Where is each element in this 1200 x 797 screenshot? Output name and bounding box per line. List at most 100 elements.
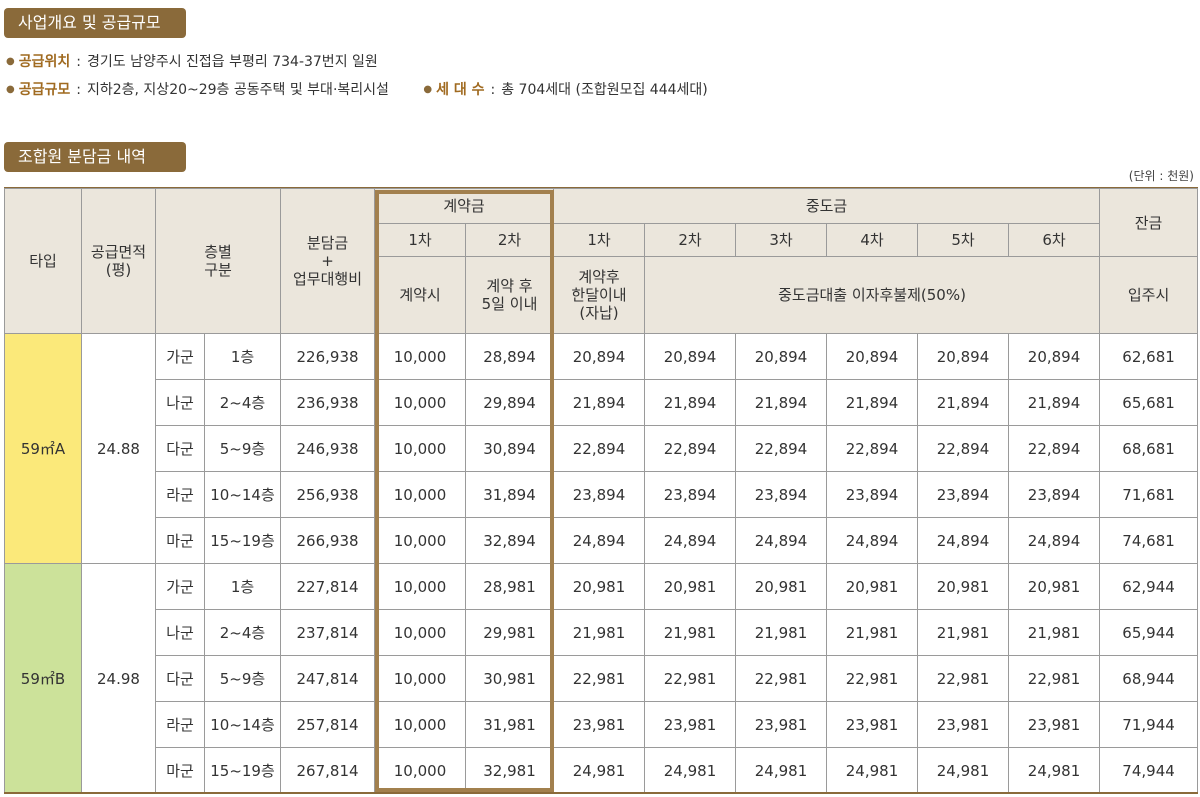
- middle-6-cell: 23,894: [1008, 471, 1101, 518]
- middle-3-cell: 22,981: [735, 655, 828, 702]
- scale-value: 지하2층, 지상20~29층 공동주택 및 부대·복리시설: [86, 82, 389, 98]
- middle-4-cell: 22,894: [826, 425, 919, 472]
- middle-4-cell: 23,981: [826, 701, 919, 748]
- middle-5-cell: 21,894: [917, 379, 1010, 426]
- middle-2-cell: 21,894: [644, 379, 737, 426]
- balance-cell: 65,944: [1099, 609, 1199, 656]
- floor-range-cell: 2~4층: [203, 609, 282, 656]
- cost-cell: 226,938: [280, 333, 376, 380]
- header-contract-2-timing-line1: 계약 후: [486, 277, 533, 295]
- middle-6-cell: 20,894: [1008, 333, 1101, 380]
- contract-2-cell: 31,894: [465, 471, 555, 518]
- header-middle-loan-note: 중도금대출 이자후불제(50%): [644, 256, 1101, 334]
- middle-1-cell: 24,894: [553, 517, 646, 564]
- households-label: 세 대 수: [436, 82, 485, 98]
- header-middle-5: 5차: [917, 223, 1010, 257]
- contract-1-cell: 10,000: [374, 379, 467, 426]
- contract-2-cell: 28,981: [465, 563, 555, 610]
- middle-6-cell: 23,981: [1008, 701, 1101, 748]
- floor-range-cell: 10~14층: [203, 471, 282, 518]
- contract-1-cell: 10,000: [374, 563, 467, 610]
- table-row: 나군 2~4층 237,814 10,000 29,981 21,981 21,981 21,…: [5, 609, 1199, 656]
- middle-4-cell: 20,894: [826, 333, 919, 380]
- floor-range-cell: 1층: [203, 563, 282, 610]
- balance-cell: 68,944: [1099, 655, 1199, 702]
- table-row: 다군 5~9층 247,814 10,000 30,981 22,981 22,981 22,…: [5, 655, 1199, 702]
- header-area-line2: (평): [105, 261, 132, 279]
- header-middle-1-timing: 계약후 한달이내 (자납): [553, 256, 646, 334]
- middle-3-cell: 23,981: [735, 701, 828, 748]
- middle-5-cell: 24,981: [917, 747, 1010, 794]
- header-middle-3: 3차: [735, 223, 828, 257]
- middle-1-cell: 22,894: [553, 425, 646, 472]
- cost-cell: 237,814: [280, 609, 376, 656]
- middle-3-cell: 20,894: [735, 333, 828, 380]
- floor-group-cell: 나군: [155, 609, 205, 656]
- header-middle-1-timing-line1: 계약후: [578, 268, 620, 286]
- middle-3-cell: 23,894: [735, 471, 828, 518]
- middle-3-cell: 21,981: [735, 609, 828, 656]
- contract-2-cell: 32,894: [465, 517, 555, 564]
- middle-2-cell: 24,894: [644, 517, 737, 564]
- floor-group-cell: 라군: [155, 471, 205, 518]
- cost-cell: 227,814: [280, 563, 376, 610]
- middle-6-cell: 22,981: [1008, 655, 1101, 702]
- header-cost-line1: 분담금: [306, 234, 349, 252]
- middle-5-cell: 23,981: [917, 701, 1010, 748]
- header-contract-1: 1차: [374, 223, 467, 257]
- header-area: 공급면적 (평): [81, 188, 156, 334]
- bullet-icon: ●: [6, 84, 15, 95]
- info-scale: ● 공급규모: 지하2층, 지상20~29층 공동주택 및 부대·복리시설 ● 세 대…: [6, 80, 708, 100]
- balance-cell: 62,944: [1099, 563, 1199, 610]
- middle-4-cell: 21,894: [826, 379, 919, 426]
- location-value: 경기도 남양주시 진접읍 부평리 734-37번지 일원: [86, 54, 378, 70]
- table-row: 59㎡A 24.88 가군 1층 226,938 10,000 28,894 20,894 20…: [4, 333, 1199, 564]
- cost-cell: 266,938: [280, 517, 376, 564]
- header-cost-line2: +: [321, 252, 334, 270]
- middle-6-cell: 22,894: [1008, 425, 1101, 472]
- middle-4-cell: 21,981: [826, 609, 919, 656]
- header-contract: 계약금: [374, 188, 555, 224]
- header-area-line1: 공급면적: [90, 243, 147, 261]
- middle-3-cell: 22,894: [735, 425, 828, 472]
- floor-group-cell: 라군: [155, 701, 205, 748]
- middle-2-cell: 23,981: [644, 701, 737, 748]
- colon-separator: :: [76, 54, 81, 70]
- middle-1-cell: 21,894: [553, 379, 646, 426]
- contract-1-cell: 10,000: [374, 655, 467, 702]
- contract-1-cell: 10,000: [374, 425, 467, 472]
- header-middle-1: 1차: [553, 223, 646, 257]
- floor-range-cell: 1층: [203, 333, 282, 380]
- floor-range-cell: 2~4층: [203, 379, 282, 426]
- floor-range-cell: 15~19층: [203, 747, 282, 794]
- middle-6-cell: 24,981: [1008, 747, 1101, 794]
- section-title-overview: 사업개요 및 공급규모: [4, 8, 186, 38]
- contribution-table: 타입 공급면적 (평) 층별 구분 분담금 + 업무대행비 계약금 중도금 잔금 1차 …: [4, 188, 1199, 794]
- header-middle-6: 6차: [1008, 223, 1101, 257]
- middle-3-cell: 20,981: [735, 563, 828, 610]
- header-contract-2-timing-line2: 5일 이내: [481, 295, 538, 313]
- middle-6-cell: 21,981: [1008, 609, 1101, 656]
- floor-range-cell: 15~19층: [203, 517, 282, 564]
- floor-group-cell: 마군: [155, 517, 205, 564]
- middle-2-cell: 22,981: [644, 655, 737, 702]
- floor-group-cell: 나군: [155, 379, 205, 426]
- middle-6-cell: 20,981: [1008, 563, 1101, 610]
- floor-range-cell: 5~9층: [203, 655, 282, 702]
- colon-separator: :: [76, 82, 81, 98]
- middle-4-cell: 23,894: [826, 471, 919, 518]
- middle-4-cell: 24,981: [826, 747, 919, 794]
- table-row: 마군 15~19층 267,814 10,000 32,981 24,981 24,981 2…: [5, 747, 1199, 794]
- middle-5-cell: 20,894: [917, 333, 1010, 380]
- contract-2-cell: 29,894: [465, 379, 555, 426]
- header-floor-group: 층별 구분: [154, 188, 282, 334]
- middle-4-cell: 22,981: [826, 655, 919, 702]
- info-households: ● 세 대 수: 총 704세대 (조합원모집 444세대): [423, 82, 707, 98]
- area-cell: 24.88: [81, 333, 156, 564]
- header-middle-1-timing-line3: (자납): [579, 304, 619, 322]
- header-balance-timing: 입주시: [1099, 256, 1199, 334]
- cost-cell: 256,938: [280, 471, 376, 518]
- table-row: 마군 15~19층 266,938 10,000 32,894 24,894 24,894 2…: [5, 517, 1199, 564]
- middle-5-cell: 22,981: [917, 655, 1010, 702]
- cost-cell: 247,814: [280, 655, 376, 702]
